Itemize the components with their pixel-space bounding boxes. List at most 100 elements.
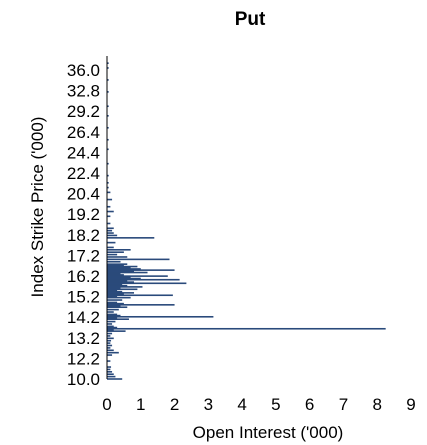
bar-17.1	[107, 293, 124, 295]
chart-title: Put	[235, 9, 266, 30]
bar-16.8	[107, 296, 131, 299]
bar-26.0	[107, 186, 109, 189]
bar-18.4	[107, 277, 141, 280]
x-axis-label: Open Interest ('000)	[193, 423, 344, 442]
x-tick-label: 3	[204, 395, 213, 414]
bar-32.0	[107, 115, 109, 117]
x-tick-label: 8	[372, 395, 381, 414]
y-tick-label: 26.4	[67, 123, 100, 142]
bar-17.3	[107, 290, 123, 293]
bar-19.5	[107, 264, 124, 267]
bar-16.4	[107, 301, 118, 304]
bar-27.0	[107, 174, 109, 177]
bar-15.6	[107, 311, 114, 313]
bar-20.0	[107, 258, 170, 261]
bar-16.3	[107, 302, 124, 305]
bar-23.0	[107, 222, 111, 225]
bar-22.4	[107, 229, 113, 232]
y-tick-label: 13.2	[67, 329, 100, 348]
bar-18.0	[107, 282, 187, 285]
bar-10.6	[107, 371, 113, 373]
y-tick-label: 16.2	[67, 267, 100, 286]
y-tick-label: 12.2	[67, 349, 100, 368]
bar-13.4	[107, 337, 114, 340]
bar-12.4	[107, 349, 114, 352]
bar-14.2	[107, 327, 386, 330]
y-tick-label: 10.0	[67, 370, 100, 389]
bar-32.8	[107, 105, 109, 108]
bar-21.4	[107, 241, 116, 244]
bar-18.1	[107, 281, 135, 283]
bar-17.2	[107, 292, 135, 294]
x-ticks-group: 0 1 2 3 4 5 6 7 8 9	[102, 395, 415, 414]
bar-34.0	[107, 91, 109, 93]
bar-23.6	[107, 215, 111, 218]
x-tick-label: 5	[271, 395, 280, 414]
bar-14.8	[107, 320, 116, 323]
bars-group	[107, 62, 386, 380]
x-tick-label: 1	[136, 395, 145, 414]
bar-18.6	[107, 275, 168, 277]
bar-13.6	[107, 335, 111, 337]
bar-26.4	[107, 182, 109, 184]
y-tick-label: 36.0	[67, 61, 100, 80]
bar-31.0	[107, 126, 109, 129]
bar-19.0	[107, 270, 135, 273]
bar-17.4	[107, 289, 118, 292]
bar-30.0	[107, 138, 109, 141]
y-tick-label: 24.4	[67, 143, 100, 162]
y-tick-label: 29.2	[67, 102, 100, 121]
y-tick-label: 15.2	[67, 288, 100, 307]
bar-18.2	[107, 280, 128, 282]
bar-19.2	[107, 268, 141, 270]
y-tick-label: 22.4	[67, 164, 100, 183]
x-tick-label: 6	[305, 395, 314, 414]
bar-17.9	[107, 283, 123, 286]
bar-19.1	[107, 269, 175, 271]
bar-15.3	[107, 314, 121, 317]
bar-20.6	[107, 251, 124, 253]
bar-21.8	[107, 237, 155, 239]
bar-18.3	[107, 278, 180, 281]
bar-36.0	[107, 67, 109, 69]
bar-12.0	[107, 354, 113, 356]
bar-35.0	[107, 79, 109, 81]
bar-24.4	[107, 205, 111, 208]
bar-10.8	[107, 368, 111, 371]
y-tick-label: 14.2	[67, 308, 100, 327]
bar-16.1	[107, 305, 121, 307]
bar-17.5	[107, 288, 138, 291]
bar-16.9	[107, 295, 118, 298]
bar-12.8	[107, 344, 113, 347]
bar-14.1	[107, 329, 114, 331]
bar-18.5	[107, 276, 131, 279]
y-tick-label: 20.4	[67, 185, 100, 204]
bar-14.4	[107, 325, 114, 328]
y-tick-label: 17.2	[67, 246, 100, 265]
bar-11.0	[107, 366, 112, 368]
bar-17.7	[107, 286, 143, 288]
bar-14.6	[107, 323, 113, 325]
bar-17.6	[107, 287, 121, 289]
bar-10.0	[107, 378, 123, 380]
bar-21.0	[107, 246, 114, 249]
bar-36.4	[107, 62, 109, 64]
bar-19.6	[107, 263, 128, 265]
bar-17.0	[107, 294, 173, 297]
bar-12.2	[107, 351, 119, 354]
bar-22.2	[107, 232, 114, 234]
bar-15.0	[107, 318, 129, 320]
x-tick-label: 9	[406, 395, 415, 414]
bar-28.0	[107, 162, 109, 165]
x-tick-label: 7	[339, 395, 348, 414]
x-tick-label: 2	[170, 395, 179, 414]
y-ticks-group: 10.0 12.213.2 14.215.2 16.2 17.218.2 19.220.4…	[67, 61, 100, 389]
bar-18.9	[107, 271, 148, 274]
y-axis-label: Index Strike Price ('000)	[28, 117, 47, 298]
bar-20.2	[107, 256, 128, 258]
bar-13.2	[107, 339, 112, 342]
bar-17.8	[107, 284, 128, 287]
bar-14.3	[107, 326, 118, 329]
bar-16.0	[107, 306, 128, 309]
